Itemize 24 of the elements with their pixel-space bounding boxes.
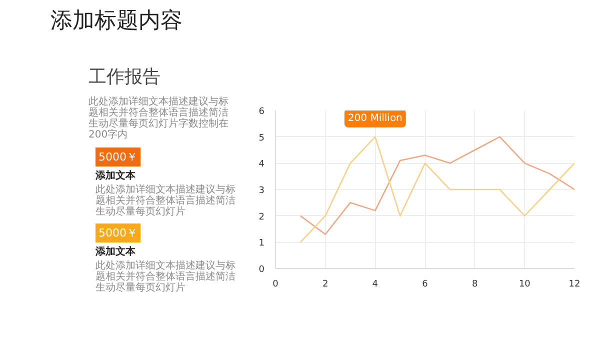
- text: 工作报告: [88, 66, 160, 88]
- text: 此处添加详细文本描述建议与标题相关并符合整体语言描述简洁生动尽量每页幻灯片: [96, 260, 236, 294]
- text: 添加文本: [94, 170, 136, 182]
- annotation: 200 Million: [348, 112, 402, 124]
- y-tick-label: 2: [258, 212, 265, 222]
- y-tick-label: 1: [258, 238, 265, 249]
- text: 5000￥: [98, 150, 138, 164]
- y-tick-label: 0: [258, 265, 265, 275]
- text: 添加文本: [94, 246, 136, 258]
- y-tick-label: 4: [258, 160, 265, 170]
- x-tick-label: 4: [372, 280, 378, 290]
- text: 此处添加详细文本描述建议与标题相关并符合整体语言描述简洁生动尽量每页幻灯片: [96, 184, 236, 218]
- y-tick-label: 5: [258, 133, 265, 144]
- y-tick-label: 3: [258, 186, 265, 196]
- y-tick-label: 6: [258, 107, 265, 117]
- x-tick-label: 10: [518, 280, 531, 290]
- text: 此处添加详细文本描述建议与标题相关并符合整体语言描述简洁生动尽量每页幻灯片字数控制在200字内: [88, 96, 228, 140]
- x-tick-label: 0: [272, 280, 279, 290]
- x-tick-label: 8: [472, 280, 478, 290]
- x-tick-label: 12: [568, 280, 580, 290]
- chart-title: 添加标题内容: [50, 8, 182, 34]
- x-tick-label: 6: [422, 280, 428, 290]
- text: 5000￥: [98, 226, 138, 240]
- x-tick-label: 2: [322, 280, 328, 290]
